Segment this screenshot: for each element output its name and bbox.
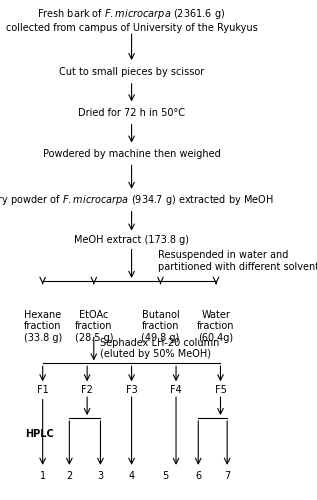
Text: 4: 4: [128, 470, 135, 480]
Text: EtOAc
fraction
(28.5 g): EtOAc fraction (28.5 g): [74, 310, 113, 343]
Text: Cut to small pieces by scissor: Cut to small pieces by scissor: [59, 67, 204, 77]
Text: F1: F1: [37, 385, 49, 395]
Text: F5: F5: [215, 385, 226, 395]
Text: Dry powder of $\it{F. microcarpa}$ (934.7 g) extracted by MeOH: Dry powder of $\it{F. microcarpa}$ (934.…: [0, 194, 274, 207]
Text: 1: 1: [40, 470, 46, 480]
Text: F2: F2: [81, 385, 93, 395]
Text: F4: F4: [170, 385, 182, 395]
Text: F3: F3: [126, 385, 138, 395]
Text: Resuspended in water and
partitioned with different solvents: Resuspended in water and partitioned wit…: [158, 250, 317, 272]
Text: 7: 7: [224, 470, 230, 480]
Text: 2: 2: [66, 470, 73, 480]
Text: Powdered by machine then weighed: Powdered by machine then weighed: [43, 149, 220, 159]
Text: HPLC: HPLC: [25, 429, 54, 439]
Text: 5: 5: [162, 470, 168, 480]
Text: 6: 6: [195, 470, 201, 480]
Text: Dried for 72 h in 50°C: Dried for 72 h in 50°C: [78, 108, 185, 118]
Text: Hexane
fraction
(33.8 g): Hexane fraction (33.8 g): [23, 310, 62, 343]
Text: MeOH extract (173.8 g): MeOH extract (173.8 g): [74, 235, 189, 245]
Text: 3: 3: [97, 470, 104, 480]
Text: Butanol
fraction
(49.8 g): Butanol fraction (49.8 g): [141, 310, 180, 343]
Text: Fresh bark of $\it{F. microcarpa}$ (2361.6 g)
collected from campus of Universit: Fresh bark of $\it{F. microcarpa}$ (2361…: [6, 7, 257, 32]
Text: Water
fraction
(60.4g): Water fraction (60.4g): [197, 310, 235, 343]
Text: Sephadex LH-20 column
(eluted by 50% MeOH): Sephadex LH-20 column (eluted by 50% MeO…: [100, 338, 220, 359]
